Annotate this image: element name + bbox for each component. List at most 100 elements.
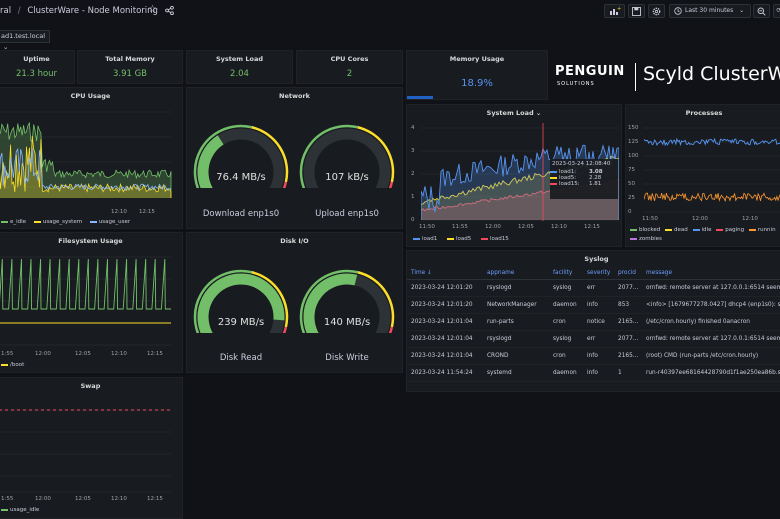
tooltip-value: 3.08 — [589, 169, 603, 175]
table-cell: 2023-03-24 12:01:04 — [407, 330, 483, 348]
column-header-message[interactable]: message — [642, 266, 780, 280]
table-cell: syslog — [549, 330, 583, 348]
table-row[interactable]: 2023-03-24 12:01:20 rsyslogd syslog err 2077… — [407, 279, 780, 297]
breadcrumb-separator: / — [17, 6, 21, 16]
x-tick: 12:15 — [147, 496, 163, 502]
panel-processes[interactable]: Processes 150 125 100 75 50 25 0 11:50 12:00 12:… — [625, 104, 780, 247]
clock-icon — [674, 6, 682, 15]
legend-item[interactable]: usage_idle — [10, 507, 40, 513]
legend-item[interactable]: usage_system — [42, 219, 83, 225]
table-row[interactable]: 2023-03-24 12:01:04 run-parts cron notice 21… — [407, 313, 780, 331]
processes-chart[interactable] — [644, 125, 780, 215]
legend-item[interactable]: paging — [725, 227, 745, 233]
legend-item[interactable]: idle — [701, 227, 712, 233]
legend-item[interactable]: usage_user — [98, 219, 131, 225]
column-header-severity[interactable]: severity — [583, 266, 614, 280]
column-header-procid[interactable]: procid — [614, 266, 642, 280]
column-header-facility[interactable]: facility — [549, 266, 583, 280]
settings-button[interactable] — [648, 4, 665, 18]
x-tick: 11:50 — [642, 216, 658, 222]
gauge-threshold-bands — [193, 269, 289, 333]
node-variable-value: ad1.test.local — [1, 32, 46, 40]
zoom-out-button[interactable] — [753, 4, 770, 18]
table-cell: run-r40397ee68164428790d1f1ae250ea86b.s — [642, 364, 780, 382]
gauge-disk-write — [299, 269, 395, 333]
save-dashboard-button[interactable] — [628, 4, 645, 18]
add-panel-button[interactable]: + — [604, 4, 625, 18]
star-icon[interactable]: ☆ — [148, 4, 157, 15]
legend-swatch — [716, 228, 724, 231]
legend-item[interactable]: e_idle — [10, 219, 27, 225]
table-cell: 2023-03-24 12:01:20 — [407, 296, 483, 314]
table-row[interactable]: 2023-03-24 11:54:24 systemd daemon info 1 run… — [407, 364, 780, 382]
panel-title: CPU Usage — [70, 92, 111, 100]
y-tick: 3 — [411, 148, 415, 154]
chart-tooltip: 2023-03-24 12:08:40 load1: 3.08 load5: 2.2… — [550, 159, 618, 199]
stat-panel-memory-usage[interactable]: Memory Usage 18.9% — [406, 50, 548, 100]
x-tick: 12:00 — [692, 216, 708, 222]
table-cell: daemon — [549, 364, 583, 382]
table-cell: err — [583, 279, 614, 297]
panel-title: Syslog — [584, 255, 609, 263]
series-usage-idle — [0, 121, 172, 198]
panel-syslog[interactable]: Syslog Time ↓ appname facility severity … — [406, 250, 780, 392]
share-icon[interactable] — [165, 6, 174, 15]
gauge-threshold-band — [357, 271, 395, 328]
filesystem-chart[interactable] — [0, 249, 182, 349]
penguin-logo-subtext: SOLUTIONS — [557, 81, 595, 87]
gauge-threshold-bands — [299, 269, 395, 333]
table-row[interactable]: 2023-03-24 12:01:04 CROND cron info 2165… (ro… — [407, 347, 780, 365]
time-range-picker[interactable]: Last 30 minutes ⌄ — [669, 4, 751, 18]
table-cell: NetworkManager — [483, 296, 549, 314]
x-tick: 12:10 — [111, 209, 127, 215]
x-tick: 12:10 — [742, 216, 758, 222]
gauge-label: Upload enp1s0 — [315, 209, 379, 219]
legend-item[interactable]: load1 — [422, 236, 438, 242]
refresh-button[interactable]: ⟳ — [773, 4, 780, 18]
legend-swatch — [692, 228, 700, 231]
legend-item[interactable]: dead — [674, 227, 688, 233]
table-row[interactable]: 2023-03-24 12:01:20 NetworkManager daemon i… — [407, 296, 780, 314]
table-row[interactable]: 2023-03-24 12:01:04 rsyslogd syslog err 2077… — [407, 330, 780, 348]
panel-network[interactable]: Network 76.4 MB/s Download enp1s0 107 kB… — [186, 87, 403, 229]
stat-panel-uptime[interactable]: Uptime 21.3 hour — [0, 50, 75, 84]
chart-legend: e_idle usage_system usage_user — [1, 219, 130, 225]
gauge-threshold-band — [388, 181, 394, 188]
gear-icon — [652, 7, 661, 16]
stat-value: 21.3 hour — [15, 69, 58, 79]
legend-item[interactable]: runnin — [757, 227, 776, 233]
dashboard-title[interactable]: ClusterWare - Node Monitoring — [27, 6, 158, 16]
legend-item[interactable]: load5 — [456, 236, 472, 242]
branding-panel: PENGUIN SOLUTIONS Scyld ClusterW — [553, 58, 780, 98]
gauge-value: 76.4 MB/s — [216, 172, 266, 183]
legend-swatch — [550, 182, 557, 185]
gauge-threshold-band — [299, 124, 359, 188]
panel-disk-io[interactable]: Disk I/O 239 MB/s Disk Read 140 MB/s Dis… — [186, 232, 403, 373]
legend-item[interactable]: load15 — [490, 236, 509, 242]
table-cell: 2023-03-24 12:01:20 — [407, 279, 483, 297]
column-header-label: Time — [411, 269, 426, 276]
table-cell: err — [583, 330, 614, 348]
stat-panel-system-load[interactable]: System Load 2.04 — [186, 50, 293, 84]
stat-panel-total-memory[interactable]: Total Memory 3.91 GB — [77, 50, 183, 84]
legend-item[interactable]: blocked — [639, 227, 661, 233]
breadcrumb[interactable]: ral / ClusterWare - Node Monitoring — [0, 6, 158, 16]
panel-title[interactable]: System Load ⌄ — [407, 109, 621, 117]
node-variable-select[interactable]: ad1.test.local ⌄ — [0, 30, 50, 51]
legend-item[interactable]: zombies — [639, 236, 662, 242]
breadcrumb-folder[interactable]: ral — [0, 6, 12, 16]
x-tick: 12:10 — [111, 351, 127, 357]
legend-swatch — [447, 237, 455, 240]
legend-item[interactable]: /boot — [10, 362, 25, 368]
table-cell: 2165… — [614, 313, 642, 331]
stat-panel-cpu-cores[interactable]: CPU Cores 2 — [296, 50, 403, 84]
chart-legend: usage_idle — [1, 507, 39, 513]
panel-filesystem-usage[interactable]: Filesystem Usage 1:55 12:00 12:05 12:10 … — [0, 232, 183, 373]
cpu-usage-chart[interactable] — [0, 102, 182, 208]
swap-chart[interactable] — [0, 394, 182, 494]
panel-cpu-usage[interactable]: CPU Usage 12:10 12:15 e_idle usage_syste… — [0, 87, 183, 229]
column-header-time[interactable]: Time ↓ — [407, 266, 483, 280]
panel-system-load[interactable]: System Load ⌄ 4 3 2 1 0 11:50 11:55 12:00 12:05… — [406, 104, 622, 247]
column-header-appname[interactable]: appname — [483, 266, 549, 280]
panel-swap[interactable]: Swap 1:55 12:00 12:05 12:10 12:15 usage_… — [0, 377, 183, 519]
